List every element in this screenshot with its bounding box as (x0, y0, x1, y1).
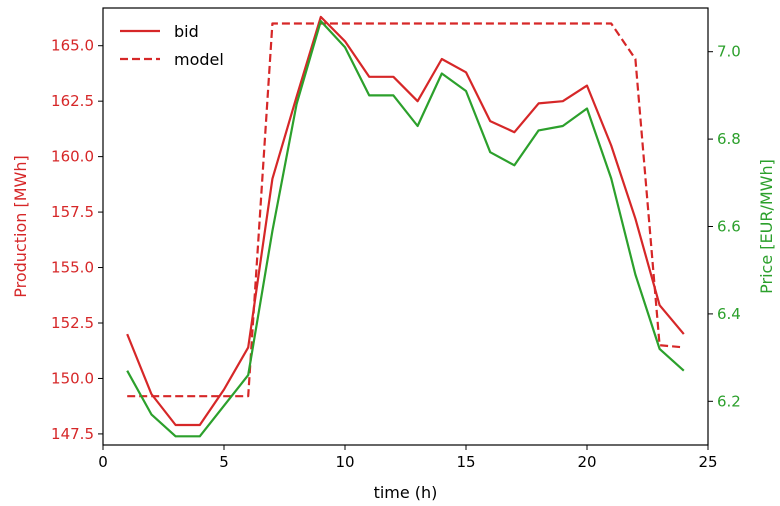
plot-border (102, 7, 709, 446)
right-y-tick-label: 6.2 (717, 392, 741, 410)
x-tick-label: 10 (335, 453, 354, 471)
legend-label-bid: bid (174, 22, 199, 41)
legend-label-model: model (174, 50, 224, 69)
right-y-tick-label: 6.6 (717, 218, 741, 236)
x-tick-label: 20 (577, 453, 596, 471)
left-y-tick-label: 165.0 (51, 37, 94, 55)
left-y-axis-label: Production [MWh] (11, 155, 30, 297)
legend: bid model (120, 22, 224, 69)
plot-frame (102, 7, 709, 446)
x-tick-label: 25 (698, 453, 717, 471)
right-y-tick-label: 6.4 (717, 305, 741, 323)
x-tick-label: 15 (456, 453, 475, 471)
left-y-tick-label: 162.5 (51, 92, 94, 110)
x-tick-label: 5 (219, 453, 229, 471)
x-tick-label: 0 (98, 453, 108, 471)
series-line-bid (126, 15, 685, 427)
left-y-tick-label: 150.0 (51, 369, 94, 387)
series-line-model (127, 22, 684, 398)
left-y-axis-ticks: 147.5 150.0 152.5 155.0 157.5 160.0 162.5 165.0 (51, 37, 103, 443)
x-axis-label: time (h) (374, 483, 438, 502)
left-y-tick-label: 160.0 (51, 148, 94, 166)
left-y-tick-label: 157.5 (51, 203, 94, 221)
series-line-price-2 (126, 20, 685, 438)
right-y-tick-label: 6.8 (717, 130, 741, 148)
left-y-tick-label: 152.5 (51, 314, 94, 332)
right-y-tick-label: 7.0 (717, 43, 741, 61)
left-y-tick-label: 147.5 (51, 425, 94, 443)
right-y-axis-label: Price [EUR/MWh] (757, 159, 776, 294)
left-y-tick-label: 155.0 (51, 259, 94, 277)
x-axis-ticks: 0 5 10 15 20 25 (98, 445, 718, 471)
right-y-axis-ticks: 6.2 6.4 6.6 6.8 7.0 (708, 43, 741, 410)
series-lines (126, 15, 685, 438)
